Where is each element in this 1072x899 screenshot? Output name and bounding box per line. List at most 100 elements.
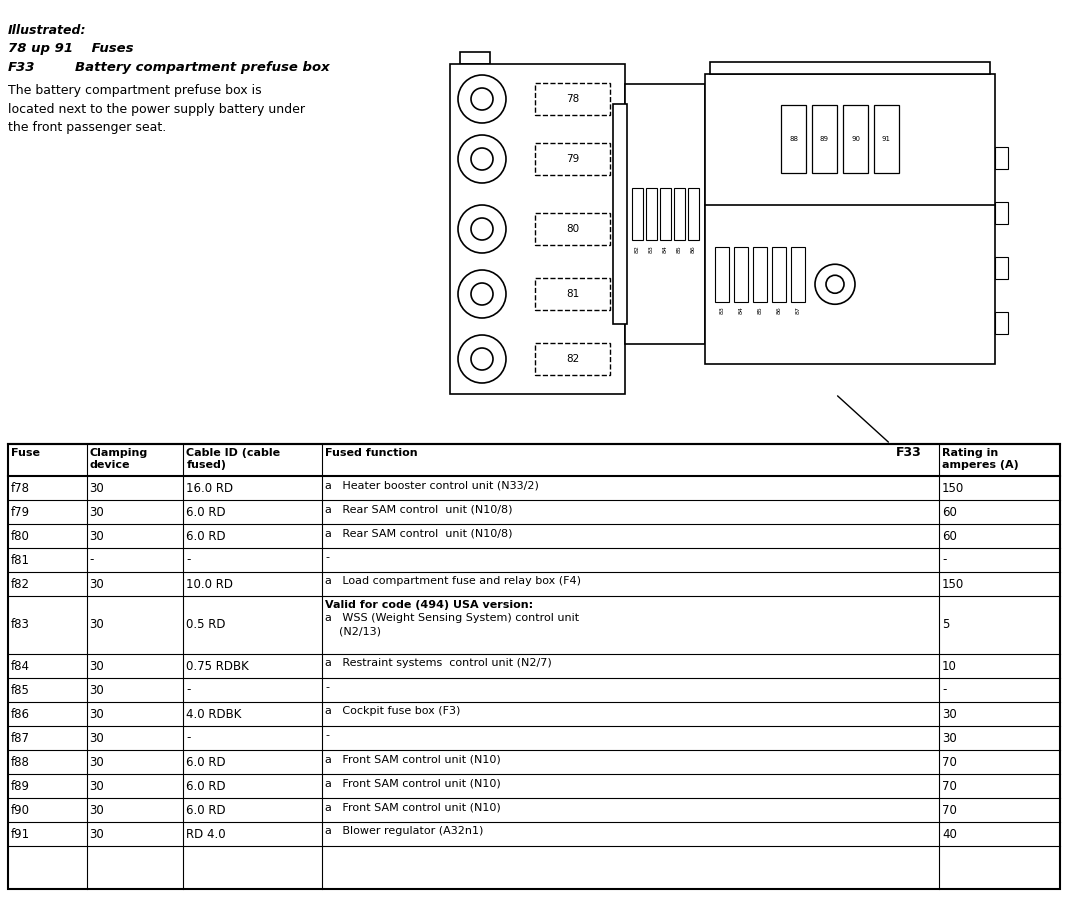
Text: f79: f79 xyxy=(11,505,30,519)
Bar xyxy=(450,64,625,394)
Circle shape xyxy=(458,205,506,253)
Text: -: - xyxy=(942,554,947,566)
Text: 86: 86 xyxy=(776,306,781,314)
Text: 84: 84 xyxy=(739,306,744,314)
Text: 6.0 RD: 6.0 RD xyxy=(187,530,226,542)
Text: 6.0 RD: 6.0 RD xyxy=(187,755,226,769)
Text: 5: 5 xyxy=(942,619,950,631)
Text: 30: 30 xyxy=(90,530,104,542)
Text: f83: f83 xyxy=(11,619,30,631)
Bar xyxy=(843,105,868,174)
Bar xyxy=(812,105,837,174)
Text: -: - xyxy=(326,730,329,740)
Text: 89: 89 xyxy=(820,137,829,142)
Text: a   Rear SAM control  unit (N10/8): a Rear SAM control unit (N10/8) xyxy=(326,528,512,538)
Text: Valid for code (494) USA version:: Valid for code (494) USA version: xyxy=(326,600,534,610)
Text: 83: 83 xyxy=(649,245,654,253)
Text: 88: 88 xyxy=(789,137,798,142)
Bar xyxy=(673,188,685,240)
Text: f86: f86 xyxy=(11,708,30,720)
Bar xyxy=(613,104,627,324)
Bar xyxy=(734,246,748,302)
Text: -: - xyxy=(326,552,329,562)
Text: 70: 70 xyxy=(942,804,957,816)
Text: 82: 82 xyxy=(566,354,579,364)
Text: f87: f87 xyxy=(11,732,30,744)
Bar xyxy=(995,312,1008,334)
Text: 30: 30 xyxy=(90,732,104,744)
Text: f89: f89 xyxy=(11,779,30,793)
Text: 70: 70 xyxy=(942,755,957,769)
Text: a   Rear SAM control  unit (N10/8): a Rear SAM control unit (N10/8) xyxy=(326,504,512,514)
Text: 6.0 RD: 6.0 RD xyxy=(187,779,226,793)
Text: F33: F33 xyxy=(8,61,35,74)
Text: Fuse: Fuse xyxy=(11,448,40,458)
Text: f85: f85 xyxy=(11,683,30,697)
Text: 80: 80 xyxy=(566,224,579,234)
Text: Cable ID (cable
fused): Cable ID (cable fused) xyxy=(187,448,281,470)
Bar xyxy=(659,188,670,240)
Text: Rating in
amperes (A): Rating in amperes (A) xyxy=(942,448,1018,470)
Text: RD 4.0: RD 4.0 xyxy=(187,827,226,841)
Text: a   Load compartment fuse and relay box (F4): a Load compartment fuse and relay box (F… xyxy=(326,576,581,586)
Text: 10: 10 xyxy=(942,660,957,672)
Circle shape xyxy=(471,218,493,240)
Text: The battery compartment prefuse box is
located next to the power supply battery : The battery compartment prefuse box is l… xyxy=(8,84,306,134)
Bar xyxy=(535,143,610,175)
Text: 0.75 RDBK: 0.75 RDBK xyxy=(187,660,249,672)
Text: 90: 90 xyxy=(851,137,860,142)
Text: 150: 150 xyxy=(942,482,965,494)
Circle shape xyxy=(471,88,493,110)
Text: 60: 60 xyxy=(942,505,957,519)
Text: 30: 30 xyxy=(942,732,957,744)
Circle shape xyxy=(458,270,506,318)
Bar xyxy=(753,246,766,302)
Text: 30: 30 xyxy=(942,708,957,720)
Text: 91: 91 xyxy=(882,137,891,142)
Bar xyxy=(535,343,610,375)
Bar xyxy=(687,188,699,240)
Bar xyxy=(874,105,899,174)
Text: -: - xyxy=(326,682,329,692)
Text: 60: 60 xyxy=(942,530,957,542)
Text: 70: 70 xyxy=(942,779,957,793)
Text: (N2/13): (N2/13) xyxy=(326,626,382,636)
Text: a   Front SAM control unit (N10): a Front SAM control unit (N10) xyxy=(326,778,501,788)
Text: 30: 30 xyxy=(90,619,104,631)
Text: 86: 86 xyxy=(690,245,696,253)
Text: a   WSS (Weight Sensing System) control unit: a WSS (Weight Sensing System) control un… xyxy=(326,613,580,623)
Text: 6.0 RD: 6.0 RD xyxy=(187,804,226,816)
Text: f91: f91 xyxy=(11,827,30,841)
Text: 40: 40 xyxy=(942,827,957,841)
Bar xyxy=(645,188,656,240)
Bar xyxy=(460,52,490,64)
Text: 30: 30 xyxy=(90,683,104,697)
Text: Fused function: Fused function xyxy=(326,448,418,458)
Text: f81: f81 xyxy=(11,554,30,566)
Bar xyxy=(535,213,610,245)
Text: 85: 85 xyxy=(758,306,762,314)
Text: 85: 85 xyxy=(676,245,682,253)
Text: 6.0 RD: 6.0 RD xyxy=(187,505,226,519)
Bar xyxy=(710,62,991,74)
Text: 81: 81 xyxy=(566,289,579,299)
Text: -: - xyxy=(187,732,191,744)
Text: a   Blower regulator (A32n1): a Blower regulator (A32n1) xyxy=(326,826,483,836)
Circle shape xyxy=(827,275,844,293)
Text: 30: 30 xyxy=(90,708,104,720)
Circle shape xyxy=(471,148,493,170)
Circle shape xyxy=(471,283,493,305)
Text: 87: 87 xyxy=(795,306,801,314)
Text: -: - xyxy=(90,554,94,566)
Bar xyxy=(781,105,806,174)
Circle shape xyxy=(458,75,506,123)
Bar xyxy=(995,147,1008,169)
Text: a   Cockpit fuse box (F3): a Cockpit fuse box (F3) xyxy=(326,706,461,716)
Text: 30: 30 xyxy=(90,660,104,672)
Circle shape xyxy=(458,335,506,383)
Text: -: - xyxy=(942,683,947,697)
Text: a   Heater booster control unit (N33/2): a Heater booster control unit (N33/2) xyxy=(326,480,539,490)
Text: a   Front SAM control unit (N10): a Front SAM control unit (N10) xyxy=(326,754,501,764)
Text: 79: 79 xyxy=(566,154,579,164)
Text: 30: 30 xyxy=(90,505,104,519)
